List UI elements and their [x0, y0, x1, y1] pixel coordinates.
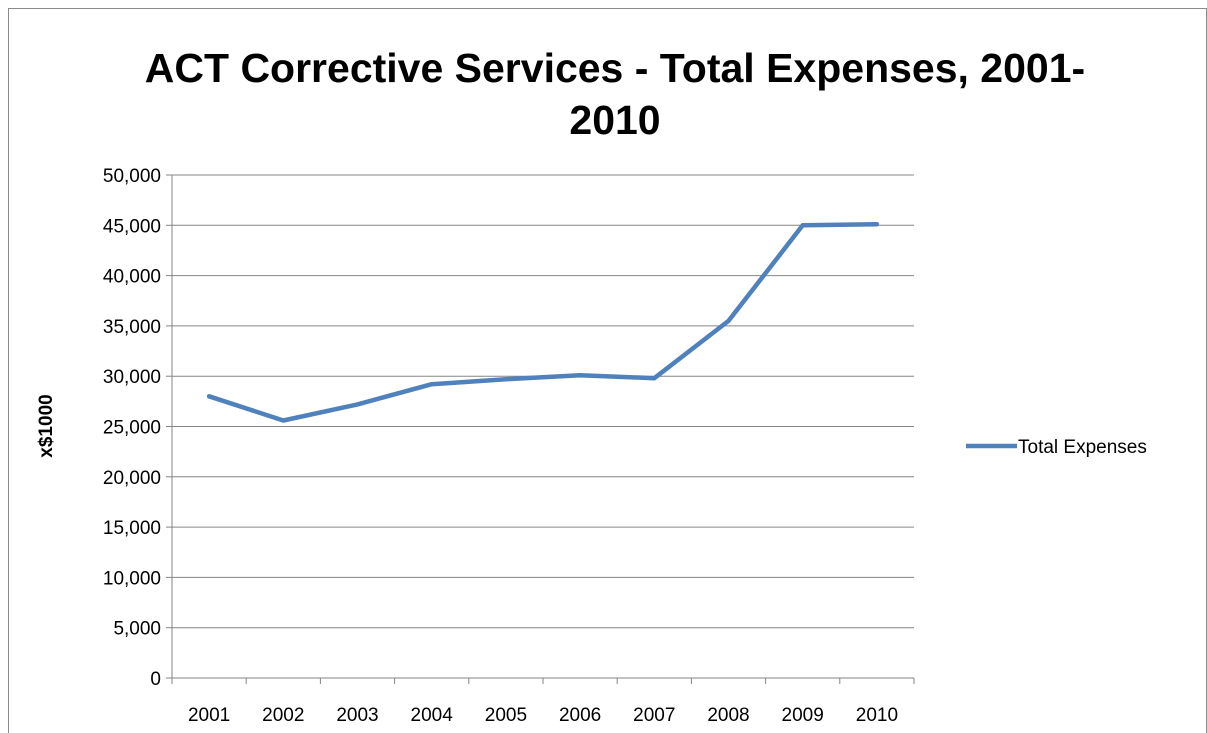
x-tick-label: 2007	[633, 705, 675, 726]
data-point	[726, 318, 731, 323]
data-point	[281, 418, 286, 423]
y-tick-label: 0	[150, 669, 161, 690]
series-group	[206, 222, 880, 423]
x-tick-label: 2003	[336, 705, 378, 726]
data-point	[503, 377, 508, 382]
x-tick-label: 2005	[485, 705, 527, 726]
y-tick-label: 30,000	[103, 367, 161, 388]
data-point	[207, 394, 212, 399]
x-tick-label: 2004	[411, 705, 454, 726]
x-tick-label: 2006	[559, 705, 601, 726]
series-line	[206, 222, 880, 423]
y-tick-label: 20,000	[103, 468, 161, 489]
legend-label: Total Expenses	[1018, 437, 1147, 458]
y-axis-label: x$1000	[36, 394, 57, 457]
x-tick-label: 2008	[707, 705, 749, 726]
y-tick-label: 40,000	[103, 267, 161, 288]
data-point	[429, 382, 434, 387]
y-tick-label: 10,000	[103, 568, 161, 589]
data-point	[578, 373, 583, 378]
x-tick-labels: 2001 2002 2003 2004 2005 2006 2007 2008 2009 2010	[188, 705, 898, 726]
chart-title-line-2: 2010	[569, 97, 660, 143]
data-point	[874, 222, 879, 227]
x-tick-label: 2009	[782, 705, 824, 726]
axes	[166, 174, 915, 684]
data-point	[652, 376, 657, 381]
y-tick-label: 5,000	[113, 619, 161, 640]
y-tick-label: 15,000	[103, 518, 161, 539]
x-tick-label: 2002	[262, 705, 304, 726]
y-tick-label: 25,000	[103, 418, 161, 439]
y-tick-label: 50,000	[103, 166, 161, 187]
y-tick-label: 35,000	[103, 317, 161, 338]
x-tick-label: 2010	[856, 705, 898, 726]
y-tick-labels: 0 5,000 10,000 15,000 20,000 25,000 30,000 35,0…	[103, 166, 161, 690]
data-point	[355, 402, 360, 407]
gridlines	[172, 174, 914, 629]
chart-title-line-1: ACT Corrective Services - Total Expenses…	[145, 45, 1085, 91]
y-tick-label: 45,000	[103, 216, 161, 237]
data-point	[800, 223, 805, 228]
x-tick-label: 2001	[188, 705, 230, 726]
legend: Total Expenses	[966, 437, 1147, 458]
